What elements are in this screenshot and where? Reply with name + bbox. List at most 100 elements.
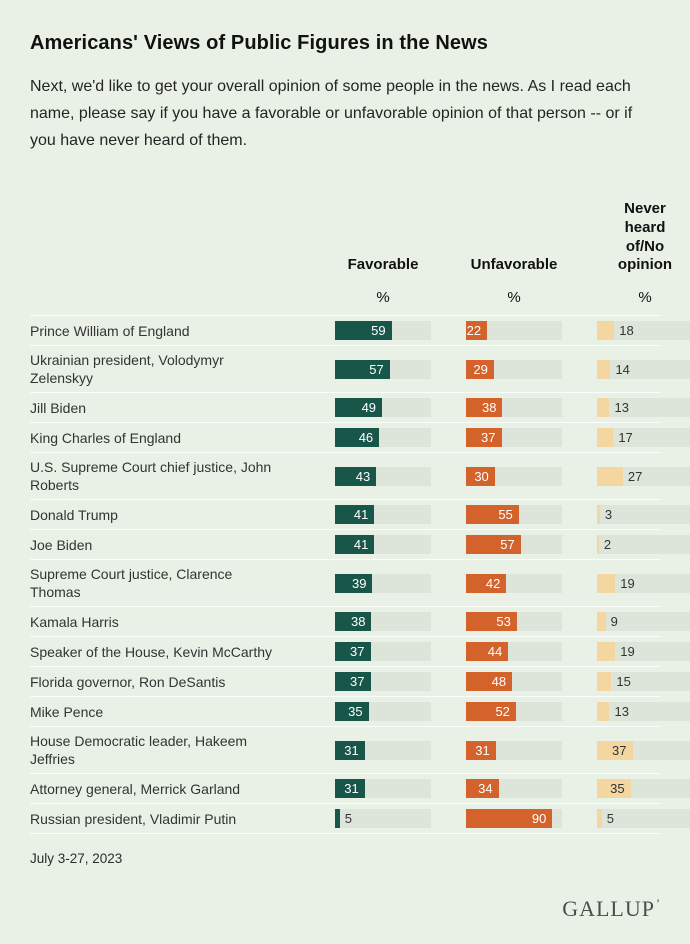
row-label: Speaker of the House, Kevin McCarthy [30,643,273,660]
bar-value: 14 [615,361,630,377]
bar-value: 37 [481,430,496,445]
bar-track: 13 [597,702,690,721]
bar-track: 15 [597,672,690,691]
bar-value: 57 [500,537,515,552]
bar-cell-never_heard: 13 [597,702,690,721]
chart-row: King Charles of England 46 37 17 [30,422,690,452]
bar-track: 9 [597,612,690,631]
row-label: Supreme Court justice, Clarence Thomas [30,566,233,600]
trademark-mark: ’ [656,896,660,910]
bar-favorable: 41 [335,505,375,524]
bar-favorable: 35 [335,702,369,721]
bar-cell-never_heard: 19 [597,573,690,593]
bar-cell-never_heard: 37 [597,740,690,760]
bar-value: 42 [485,575,501,591]
bar-track: 2 [597,535,690,554]
bar-cell-unfavorable: 34 [466,779,562,798]
chart-row: Supreme Court justice, Clarence Thomas 39… [30,559,690,606]
bar-favorable: 39 [335,573,373,593]
bar-value: 31 [344,742,359,758]
bar-track: 31 [335,779,431,798]
bar-never_heard [597,702,610,721]
bar-cell-never_heard: 15 [597,672,690,691]
bar-track: 35 [335,702,431,721]
bar-cell-favorable: 38 [335,612,431,631]
bar-track: 19 [597,573,690,593]
chart-row: Ukrainian president, Volodymyr Zelenskyy… [30,345,690,392]
bar-unfavorable: 57 [466,535,521,554]
bar-value: 59 [371,323,386,338]
bar-track: 39 [335,573,431,593]
bar-cell-favorable: 35 [335,702,431,721]
bar-cell-never_heard: 13 [597,398,690,417]
bar-track: 18 [597,321,690,340]
chart-row: House Democratic leader, Hakeem Jeffries… [30,726,690,773]
bar-never_heard [597,466,623,486]
column-title-unfavorable: Unfavorable [470,256,558,274]
bar-value: 30 [474,468,489,484]
bar-value: 37 [350,644,365,659]
bar-value: 35 [610,781,625,796]
bar-cell-never_heard: 14 [597,359,690,379]
bar-cell-favorable: 37 [335,642,431,661]
bar-cell-never_heard: 18 [597,321,690,340]
bar-track: 29 [466,359,562,379]
bar-value: 13 [614,704,629,719]
bar-cell-never_heard: 9 [597,612,690,631]
chart-row: Joe Biden 41 57 2 [30,529,690,559]
bar-track: 53 [466,612,562,631]
bar-cell-favorable: 39 [335,573,431,593]
bar-track: 43 [335,466,431,486]
bar-track: 57 [335,359,431,379]
chart-subtitle: Next, we'd like to get your overall opin… [30,78,633,149]
bar-track: 30 [466,466,562,486]
bar-value: 22 [466,323,482,338]
bar-never_heard [597,573,616,593]
bar-favorable: 31 [335,740,365,760]
bar-never_heard: 37 [597,740,633,760]
row-label: Jill Biden [30,399,87,416]
bar-value: 52 [495,704,510,719]
bar-value: 44 [487,644,503,659]
percent-label-never-heard: % [638,289,652,306]
bar-cell-unfavorable: 52 [466,702,562,721]
bar-cell-never_heard: 2 [597,535,690,554]
bar-track: 5 [597,809,690,828]
row-label: House Democratic leader, Hakeem Jeffries [30,733,248,767]
bar-track: 35 [597,779,690,798]
chart-row: Prince William of England 59 22 18 [30,315,690,345]
bar-value: 38 [482,400,497,415]
bar-unfavorable: 29 [466,359,494,379]
bar-value: 43 [355,468,371,484]
bar-value: 3 [604,507,613,522]
bar-unfavorable: 42 [466,573,507,593]
bar-track: 27 [597,466,690,486]
bar-track: 37 [597,740,690,760]
bar-track: 34 [466,779,562,798]
bar-cell-favorable: 43 [335,466,431,486]
bar-never_heard [597,612,606,631]
bar-favorable: 37 [335,642,371,661]
bar-cell-favorable: 31 [335,740,431,760]
bar-track: 37 [335,672,431,691]
percent-label-unfavorable: % [507,289,521,306]
bar-cell-favorable: 37 [335,672,431,691]
bar-never_heard [597,672,612,691]
bar-track: 57 [466,535,562,554]
bar-track: 52 [466,702,562,721]
bar-track: 22 [466,321,562,340]
bar-never_heard [597,428,614,447]
bar-favorable: 43 [335,466,377,486]
bar-favorable: 46 [335,428,380,447]
row-label: Kamala Harris [30,613,119,630]
bar-track: 90 [466,809,562,828]
bar-cell-never_heard: 5 [597,809,690,828]
chart-row: Speaker of the House, Kevin McCarthy 37 44… [30,636,690,666]
bar-value: 38 [351,614,366,629]
bar-cell-favorable: 41 [335,535,431,554]
bar-track: 13 [597,398,690,417]
bar-never_heard [597,398,610,417]
bar-value: 5 [344,811,353,826]
bar-track: 44 [466,642,562,661]
